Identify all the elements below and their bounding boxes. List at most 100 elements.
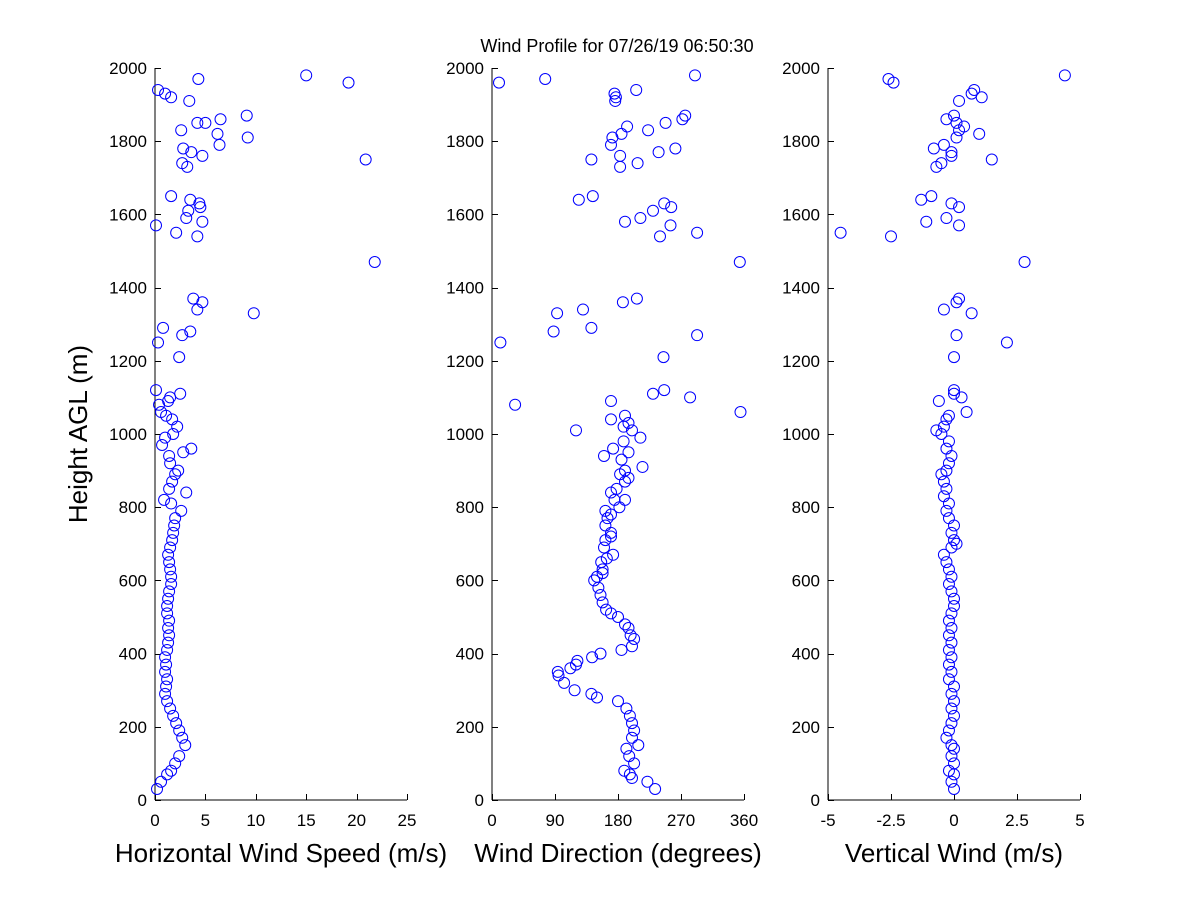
data-point: [664, 219, 677, 232]
data-point: [180, 212, 193, 225]
data-points-direction: [493, 69, 747, 796]
data-point: [169, 512, 182, 525]
y-tick-label: 400: [119, 645, 147, 664]
data-point: [184, 325, 197, 338]
data-point: [175, 124, 188, 137]
data-point: [953, 219, 966, 232]
y-tick-label: 600: [792, 571, 820, 590]
data-point: [647, 387, 659, 400]
data-point: [626, 772, 638, 785]
data-point: [626, 731, 638, 744]
data-point: [622, 471, 635, 484]
data-point: [937, 303, 950, 316]
data-point: [834, 226, 847, 239]
data-point: [241, 131, 254, 144]
x-tick-label: 0: [949, 811, 958, 830]
x-axis-label: Horizontal Wind Speed (m/s): [115, 838, 447, 868]
data-point: [942, 512, 955, 525]
data-point: [164, 702, 177, 715]
data-point: [162, 636, 175, 649]
vertical-wind-panel: -5 -2.5 0 2.5 5 0 200 400 600 800 1000 1200 1400 1600…: [782, 59, 1085, 868]
data-point: [619, 215, 631, 228]
data-point: [676, 113, 689, 126]
data-point: [163, 449, 176, 462]
data-point: [632, 739, 645, 752]
data-point: [155, 406, 168, 419]
data-point: [598, 449, 610, 462]
y-tick-label: 800: [456, 498, 484, 517]
data-point: [945, 146, 958, 159]
data-point: [945, 665, 958, 678]
data-point: [937, 548, 950, 561]
x-tick-label: 25: [398, 811, 417, 830]
data-point: [159, 665, 172, 678]
data-point: [948, 109, 960, 122]
data-point: [152, 83, 165, 96]
data-point: [199, 116, 212, 129]
data-point: [163, 629, 176, 642]
x-tick-label: 2.5: [1005, 811, 1029, 830]
data-point: [968, 83, 981, 96]
data-point: [622, 417, 635, 430]
data-point: [159, 87, 172, 100]
data-point: [942, 578, 955, 591]
data-point: [628, 724, 641, 737]
data-point: [155, 775, 168, 788]
x-tick-label: 20: [347, 811, 366, 830]
data-point: [159, 687, 172, 700]
data-point: [368, 255, 381, 268]
data-point: [965, 87, 978, 100]
data-point: [588, 574, 601, 587]
data-point: [169, 757, 182, 770]
data-point: [948, 351, 960, 364]
data-point: [180, 486, 193, 499]
data-point: [937, 138, 950, 151]
data-point: [619, 618, 631, 631]
data-point: [935, 157, 948, 170]
data-point: [623, 709, 636, 722]
data-point: [494, 336, 507, 349]
y-tick-label: 0: [811, 791, 820, 810]
data-point: [915, 193, 928, 206]
data-point: [618, 764, 631, 777]
data-point: [214, 113, 227, 126]
data-point: [612, 611, 624, 623]
data-point: [605, 413, 617, 426]
x-tick-label: -5: [820, 811, 835, 830]
data-point: [634, 212, 647, 225]
y-tick-label: 400: [456, 645, 484, 664]
data-point: [166, 413, 179, 426]
x-tick-label: 5: [201, 811, 210, 830]
data-point: [621, 120, 634, 133]
data-point: [684, 391, 697, 404]
x-tick-label: 270: [667, 811, 695, 830]
data-point: [945, 775, 958, 788]
data-point: [948, 384, 960, 397]
data-point: [572, 193, 585, 206]
data-point: [164, 457, 177, 470]
data-point: [300, 69, 313, 82]
data-point: [617, 435, 630, 448]
data-point: [240, 109, 253, 122]
data-point: [945, 585, 958, 598]
y-tick-label: 800: [119, 498, 147, 517]
data-point: [953, 201, 966, 214]
data-point: [176, 329, 189, 342]
data-point: [636, 460, 649, 473]
data-point: [176, 157, 189, 170]
data-point: [164, 563, 177, 576]
data-point: [657, 351, 670, 364]
data-point: [577, 303, 589, 316]
data-point: [940, 556, 953, 569]
data-point: [658, 197, 671, 210]
data-point: [940, 113, 953, 126]
x-tick-label: 90: [546, 811, 565, 830]
data-point: [607, 442, 620, 455]
data-point: [598, 541, 610, 554]
data-point: [950, 537, 963, 550]
data-point: [493, 76, 505, 89]
data-point: [630, 292, 643, 305]
y-tick-label: 1800: [109, 132, 147, 151]
data-point: [948, 600, 960, 613]
data-point: [945, 687, 958, 700]
